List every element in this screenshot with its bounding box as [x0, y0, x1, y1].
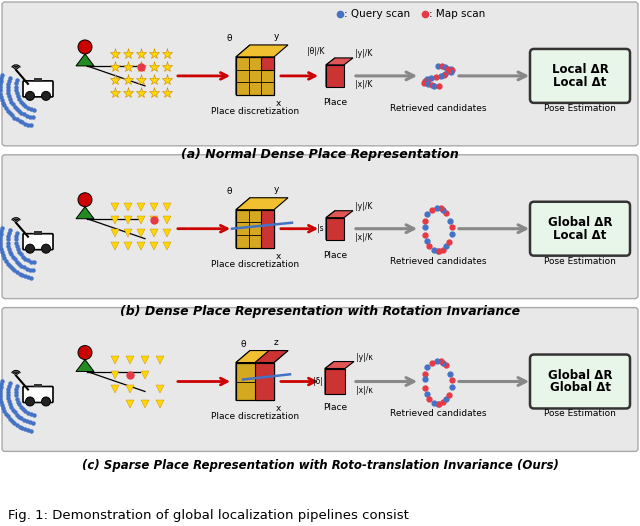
- Polygon shape: [76, 360, 94, 371]
- Polygon shape: [236, 350, 250, 400]
- Text: θ: θ: [240, 340, 246, 349]
- Bar: [34, 383, 42, 388]
- Circle shape: [78, 40, 92, 54]
- Text: Global Δt: Global Δt: [550, 381, 611, 394]
- Polygon shape: [261, 210, 274, 248]
- Text: Retrieved candidates: Retrieved candidates: [390, 257, 486, 266]
- Text: Fig. 1: Demonstration of global localization pipelines consist: Fig. 1: Demonstration of global localiza…: [8, 509, 409, 522]
- Text: : Query scan: : Query scan: [344, 9, 410, 19]
- Circle shape: [42, 92, 51, 100]
- Bar: [34, 78, 42, 82]
- Text: (b) Dense Place Representation with Rotation Invariance: (b) Dense Place Representation with Rota…: [120, 305, 520, 318]
- Text: Place discretization: Place discretization: [211, 412, 299, 421]
- Text: (a) Normal Dense Place Representation: (a) Normal Dense Place Representation: [181, 148, 459, 161]
- Text: y: y: [274, 185, 280, 194]
- Text: Local Δt: Local Δt: [554, 76, 607, 89]
- Circle shape: [26, 397, 35, 406]
- Polygon shape: [76, 54, 94, 66]
- Polygon shape: [326, 211, 353, 218]
- Text: Local ΔR: Local ΔR: [552, 63, 609, 76]
- Polygon shape: [326, 218, 344, 240]
- FancyBboxPatch shape: [530, 355, 630, 409]
- Bar: [34, 231, 42, 235]
- Text: Pose Estimation: Pose Estimation: [544, 409, 616, 419]
- Polygon shape: [236, 45, 288, 57]
- Polygon shape: [255, 350, 288, 362]
- Polygon shape: [76, 207, 94, 219]
- FancyBboxPatch shape: [530, 202, 630, 256]
- Text: Place: Place: [323, 98, 347, 107]
- Polygon shape: [326, 58, 335, 87]
- Polygon shape: [325, 361, 334, 394]
- Text: Place: Place: [323, 251, 347, 260]
- Polygon shape: [325, 361, 354, 369]
- Circle shape: [78, 193, 92, 207]
- Circle shape: [42, 397, 51, 406]
- Text: x: x: [276, 99, 282, 108]
- Text: |θ|/K: |θ|/K: [307, 47, 324, 56]
- Polygon shape: [236, 198, 288, 210]
- Text: x: x: [276, 251, 282, 261]
- FancyBboxPatch shape: [23, 234, 53, 250]
- Text: |y|/κ: |y|/κ: [356, 352, 373, 361]
- FancyBboxPatch shape: [2, 2, 638, 146]
- Text: Retrieved candidates: Retrieved candidates: [390, 104, 486, 113]
- Text: |s: |s: [317, 224, 324, 233]
- Text: |δ|: |δ|: [313, 377, 323, 386]
- Polygon shape: [236, 210, 274, 248]
- Polygon shape: [236, 45, 250, 95]
- Circle shape: [26, 244, 35, 253]
- Circle shape: [78, 346, 92, 360]
- Text: Global ΔR: Global ΔR: [548, 216, 612, 229]
- Text: : Map scan: : Map scan: [429, 9, 485, 19]
- Text: |x|/K: |x|/K: [355, 232, 372, 242]
- FancyBboxPatch shape: [2, 308, 638, 451]
- FancyBboxPatch shape: [23, 387, 53, 402]
- FancyBboxPatch shape: [530, 49, 630, 103]
- FancyBboxPatch shape: [23, 81, 53, 97]
- Text: |x|/K: |x|/K: [355, 80, 372, 89]
- Polygon shape: [326, 58, 353, 65]
- Text: Pose Estimation: Pose Estimation: [544, 257, 616, 266]
- FancyBboxPatch shape: [2, 155, 638, 299]
- Text: Pose Estimation: Pose Estimation: [544, 104, 616, 113]
- Polygon shape: [236, 350, 288, 362]
- Text: x: x: [276, 404, 282, 413]
- Text: Place: Place: [323, 403, 347, 412]
- Text: Retrieved candidates: Retrieved candidates: [390, 409, 486, 419]
- Circle shape: [26, 92, 35, 100]
- Polygon shape: [236, 57, 274, 95]
- Text: (c) Sparse Place Representation with Roto-translation Invariance (Ours): (c) Sparse Place Representation with Rot…: [81, 459, 559, 472]
- Polygon shape: [255, 362, 274, 400]
- Text: Global ΔR: Global ΔR: [548, 369, 612, 381]
- Polygon shape: [326, 211, 335, 240]
- Text: θ: θ: [227, 34, 232, 43]
- Polygon shape: [326, 65, 344, 87]
- Polygon shape: [325, 369, 345, 394]
- Text: |y|/K: |y|/K: [355, 49, 372, 58]
- Circle shape: [42, 244, 51, 253]
- Text: Place discretization: Place discretization: [211, 107, 299, 116]
- Polygon shape: [261, 57, 274, 69]
- Text: y: y: [274, 32, 280, 41]
- Text: z: z: [274, 338, 279, 347]
- Text: |x|/κ: |x|/κ: [356, 386, 373, 394]
- Text: θ: θ: [227, 187, 232, 196]
- Text: Place discretization: Place discretization: [211, 260, 299, 269]
- Text: Local Δt: Local Δt: [554, 229, 607, 241]
- Polygon shape: [236, 362, 274, 400]
- Text: |y|/K: |y|/K: [355, 202, 372, 211]
- Polygon shape: [236, 198, 250, 248]
